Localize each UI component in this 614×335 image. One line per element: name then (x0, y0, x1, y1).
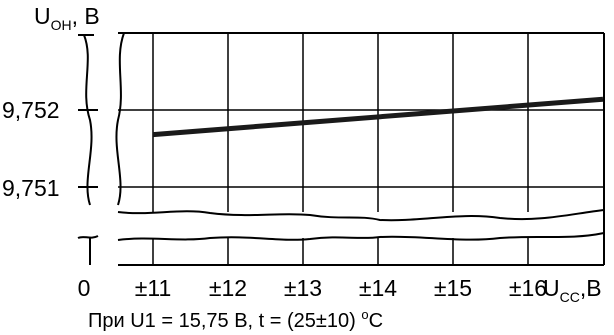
vertical-grid (152, 33, 529, 265)
y-axis-break-line (83, 34, 93, 206)
y-tick-label-9751: 9,751 (2, 175, 60, 201)
x-tick-label: ±11 (135, 275, 172, 301)
series-line (152, 96, 604, 138)
series-layer (152, 96, 604, 138)
horizontal-grid (118, 109, 604, 188)
x-axis-title-suffix: ,B (580, 275, 602, 301)
lower-break-edge (117, 232, 605, 241)
y-axis-lower-break-edge (77, 235, 99, 239)
x-tick-label-0: 0 (78, 275, 91, 301)
x-tick-labels: ±11 ±12 ±13 ±14 ±15 ±16 (135, 275, 547, 301)
x-axis-title-sub: CC (560, 289, 580, 305)
condition-note: При U1 = 15,75 В, t = (25±10) оС (88, 307, 383, 332)
x-tick-label: ±15 (434, 275, 472, 301)
x-tick-label: ±12 (209, 275, 247, 301)
x-tick-label: ±14 (359, 275, 397, 301)
y-axis-title: UOH, B (34, 3, 100, 33)
x-tick-label: ±13 (284, 275, 322, 301)
condition-note-unit: С (369, 310, 383, 332)
x-axis-title: UCC,B (543, 275, 602, 305)
upper-break-edge (117, 209, 605, 222)
y-tick-label-9752: 9,752 (2, 97, 60, 123)
condition-note-degree: о (361, 307, 368, 322)
x-axis-title-main: U (543, 275, 560, 301)
y-axis-title-suffix: , B (72, 3, 100, 29)
y-axis-title-sub: OH (51, 17, 72, 33)
y-axis-title-main: U (34, 3, 51, 29)
x-tick-label: ±16 (509, 275, 547, 301)
condition-note-prefix: При U1 = 15,75 В, t = (25±10) (88, 310, 361, 332)
plot-left-break-border (115, 32, 125, 206)
